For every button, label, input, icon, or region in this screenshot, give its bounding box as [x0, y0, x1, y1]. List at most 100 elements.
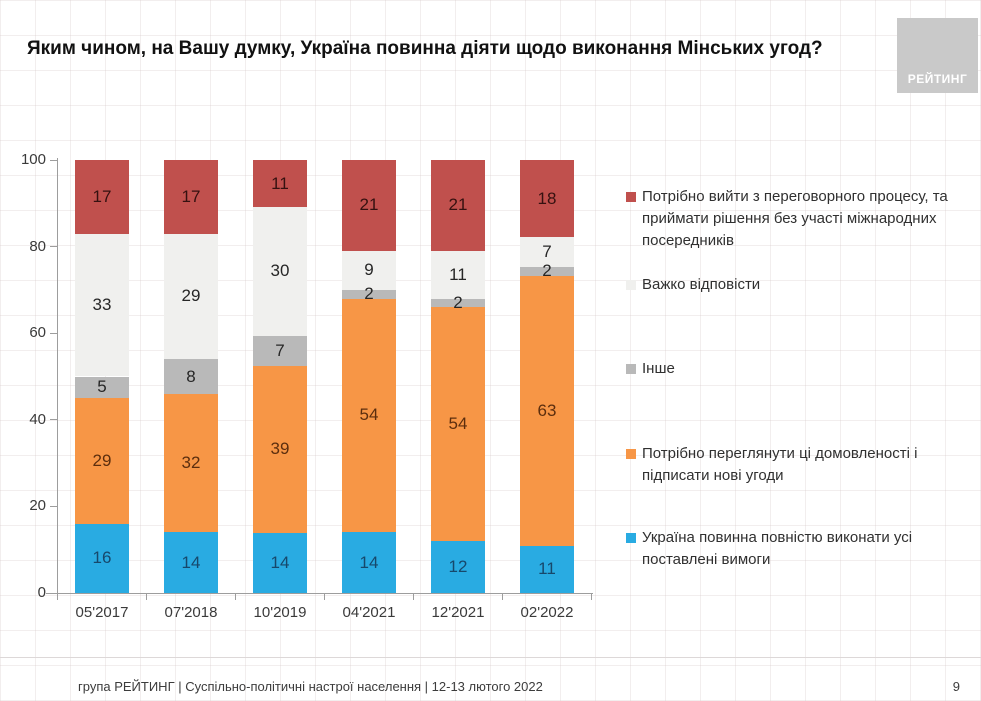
- x-axis: [46, 593, 593, 594]
- bar-segment: [520, 160, 574, 238]
- bar-segment: [75, 376, 129, 399]
- x-tick-mark: [235, 594, 236, 600]
- legend-label: Україна повинна повністю виконати усі по…: [642, 529, 913, 568]
- y-tick-mark: [50, 592, 57, 594]
- bar-value-label: 63: [537, 400, 557, 420]
- bar-value-label: 14: [270, 552, 290, 572]
- x-axis-label: 12'2021: [431, 604, 485, 621]
- bar-value-label: 9: [364, 260, 374, 280]
- bar-segment: [431, 160, 485, 251]
- bar-value-label: 16: [92, 548, 112, 568]
- x-axis-label: 10'2019: [253, 604, 307, 621]
- x-tick-mark: [591, 594, 592, 600]
- bar-segment: [253, 532, 307, 593]
- bar-value-label: 5: [97, 377, 107, 397]
- bar-value-label: 18: [537, 188, 557, 208]
- y-tick-mark: [50, 332, 57, 334]
- bar-value-label: 33: [92, 295, 112, 315]
- bar-segment: [164, 160, 218, 234]
- bar-segment: [342, 532, 396, 593]
- bar-value-label: 7: [275, 340, 285, 360]
- legend-label: Важко відповісти: [642, 276, 761, 293]
- legend-item: Україна повинна повністю виконати усі по…: [626, 527, 971, 571]
- x-tick-mark: [413, 594, 414, 600]
- bar-value-label: 14: [359, 552, 379, 572]
- bar-segment: [164, 532, 218, 593]
- legend-item: Інше: [626, 358, 971, 380]
- bar-value-label: 12: [448, 557, 468, 577]
- bar-segment: [431, 298, 485, 308]
- bar-segment: [342, 250, 396, 290]
- bar-value-label: 2: [364, 284, 374, 304]
- bar-segment: [164, 233, 218, 360]
- y-axis-label: 100: [20, 151, 46, 168]
- x-axis-label: 02'2022: [520, 604, 574, 621]
- bar-value-label: 39: [270, 439, 290, 459]
- y-axis-label: 40: [29, 410, 46, 428]
- bar-value-label: 21: [359, 195, 379, 215]
- bar-value-label: 30: [270, 261, 290, 281]
- x-axis-label: 04'2021: [342, 604, 396, 621]
- x-tick-mark: [324, 594, 325, 600]
- bar-segment: [342, 160, 396, 251]
- bar-segment: [75, 160, 129, 234]
- bar-segment: [75, 398, 129, 524]
- y-axis-label: 20: [29, 497, 46, 515]
- y-axis-label: 80: [29, 237, 46, 255]
- bar-segment: [520, 275, 574, 546]
- legend-swatch: [626, 364, 636, 374]
- legend-item: Важко відповісти: [626, 274, 971, 296]
- legend-swatch: [626, 449, 636, 459]
- footer-divider: [0, 657, 981, 658]
- page-number: 9: [952, 679, 960, 694]
- y-axis: [57, 158, 58, 594]
- footer-text: група РЕЙТИНГ | Суспільно-політичні наст…: [78, 679, 543, 694]
- bar-segment: [75, 523, 129, 593]
- bar-value-label: 17: [92, 186, 112, 206]
- x-axis-label: 05'2017: [75, 604, 129, 621]
- legend-item: Потрібно вийти з переговорного процесу, …: [626, 186, 971, 252]
- bar-segment: [520, 237, 574, 268]
- x-tick-mark: [146, 594, 147, 600]
- bar-value-label: 54: [448, 414, 468, 434]
- legend-item: Потрібно переглянути ці домовленості і п…: [626, 443, 971, 487]
- y-axis-label: 0: [37, 584, 46, 601]
- rating-logo: РЕЙТИНГ: [897, 18, 978, 93]
- x-tick-mark: [502, 594, 503, 600]
- bar-value-label: 54: [359, 405, 379, 425]
- bar-segment: [431, 541, 485, 593]
- bar-value-label: 17: [181, 186, 201, 206]
- y-tick-mark: [50, 246, 57, 248]
- bar-value-label: 11: [449, 264, 467, 284]
- legend-label: Потрібно вийти з переговорного процесу, …: [642, 188, 948, 249]
- bar-segment: [164, 393, 218, 533]
- bar-segment: [253, 335, 307, 366]
- bar-segment: [431, 250, 485, 299]
- bar-segment: [253, 365, 307, 533]
- bar-segment: [253, 207, 307, 336]
- page-title: Яким чином, на Вашу думку, Україна повин…: [27, 38, 823, 59]
- bar-value-label: 2: [542, 261, 552, 281]
- x-tick-mark: [57, 594, 58, 600]
- legend-swatch: [626, 192, 636, 202]
- bar-value-label: 21: [448, 195, 468, 215]
- bar-value-label: 11: [538, 559, 556, 579]
- legend-swatch: [626, 533, 636, 543]
- bar-segment: [75, 233, 129, 377]
- y-tick-mark: [50, 419, 57, 421]
- bar-value-label: 7: [542, 242, 552, 262]
- bar-segment: [342, 289, 396, 299]
- bar-value-label: 29: [181, 286, 201, 306]
- bar-segment: [431, 307, 485, 542]
- legend-label: Інше: [642, 360, 675, 377]
- bar-value-label: 2: [453, 292, 463, 312]
- rating-logo-text: РЕЙТИНГ: [907, 72, 968, 86]
- legend-swatch: [626, 280, 636, 290]
- bar-segment: [520, 267, 574, 276]
- bar-value-label: 14: [181, 552, 201, 572]
- y-tick-mark: [50, 505, 57, 507]
- y-axis-label: 60: [29, 324, 46, 342]
- bar-value-label: 8: [186, 366, 196, 386]
